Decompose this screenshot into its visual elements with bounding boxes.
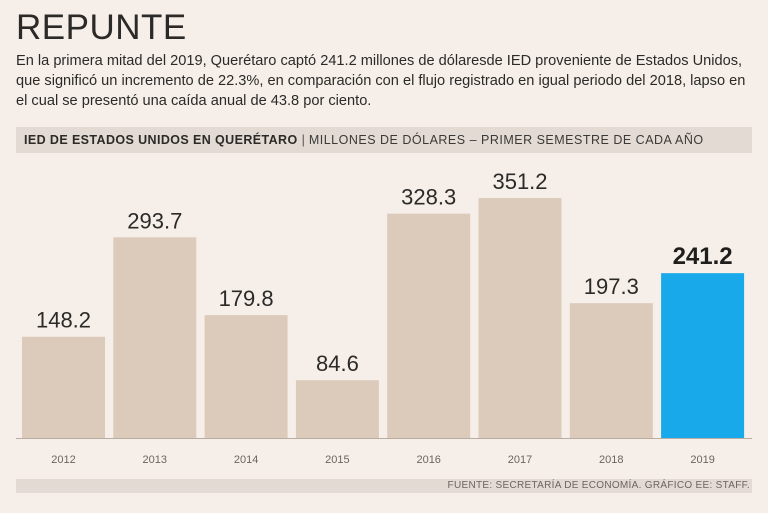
value-label-2017: 351.2: [492, 169, 547, 194]
x-tick-2019: 2019: [690, 454, 714, 466]
bar-2015: [295, 380, 379, 438]
title-separator: |: [301, 133, 305, 147]
value-label-2014: 179.8: [219, 286, 274, 311]
bar-2013: [113, 237, 197, 438]
bar-2017: [478, 198, 562, 438]
value-label-2016: 328.3: [401, 185, 456, 210]
chart-title: IED DE ESTADOS UNIDOS EN QUERÉTARO: [24, 133, 298, 147]
value-label-2015: 84.6: [316, 351, 359, 376]
bar-2012: [22, 336, 105, 438]
value-label-2013: 293.7: [127, 208, 182, 233]
footer-band: [16, 479, 752, 493]
intro-paragraph: En la primera mitad del 2019, Querétaro …: [16, 53, 746, 109]
value-labels-group: 148.2 293.7 179.8 84.6 328.3 351.2 197.3 241.2: [36, 169, 733, 376]
x-tick-2016: 2016: [416, 454, 440, 466]
bars-group: [22, 198, 745, 438]
chart-title-band: IED DE ESTADOS UNIDOS EN QUERÉTARO | MILLO…: [16, 127, 752, 153]
chart-subtitle: MILLONES DE DÓLARES – PRIMER SEMESTRE DE…: [308, 133, 704, 147]
x-tick-2018: 2018: [599, 454, 623, 466]
bar-chart: 148.2293.7179.884.6328.3351.2197.3241.2 …: [16, 169, 752, 466]
source-note: FUENTE: SECRETARÍA DE ECONOMÍA. GRÁFICO …: [447, 480, 750, 491]
x-tick-2012: 2012: [51, 454, 75, 466]
value-label-2019: 241.2: [673, 243, 733, 270]
x-tick-2014: 2014: [234, 454, 258, 466]
bar-2016: [387, 213, 471, 438]
bar-2014: [204, 315, 288, 438]
value-label-2012: 148.2: [36, 308, 91, 333]
page-title: REPUNTE: [16, 8, 187, 47]
x-tick-2015: 2015: [325, 454, 349, 466]
x-tick-2013: 2013: [143, 454, 167, 466]
x-tick-2017: 2017: [508, 454, 532, 466]
x-tick-labels-group: 2012 2013 2014 2015 2016 2017 2018 2019: [51, 454, 715, 466]
bar-2019: [661, 273, 745, 438]
bar-2018: [569, 303, 653, 438]
value-label-2018: 197.3: [584, 274, 639, 299]
